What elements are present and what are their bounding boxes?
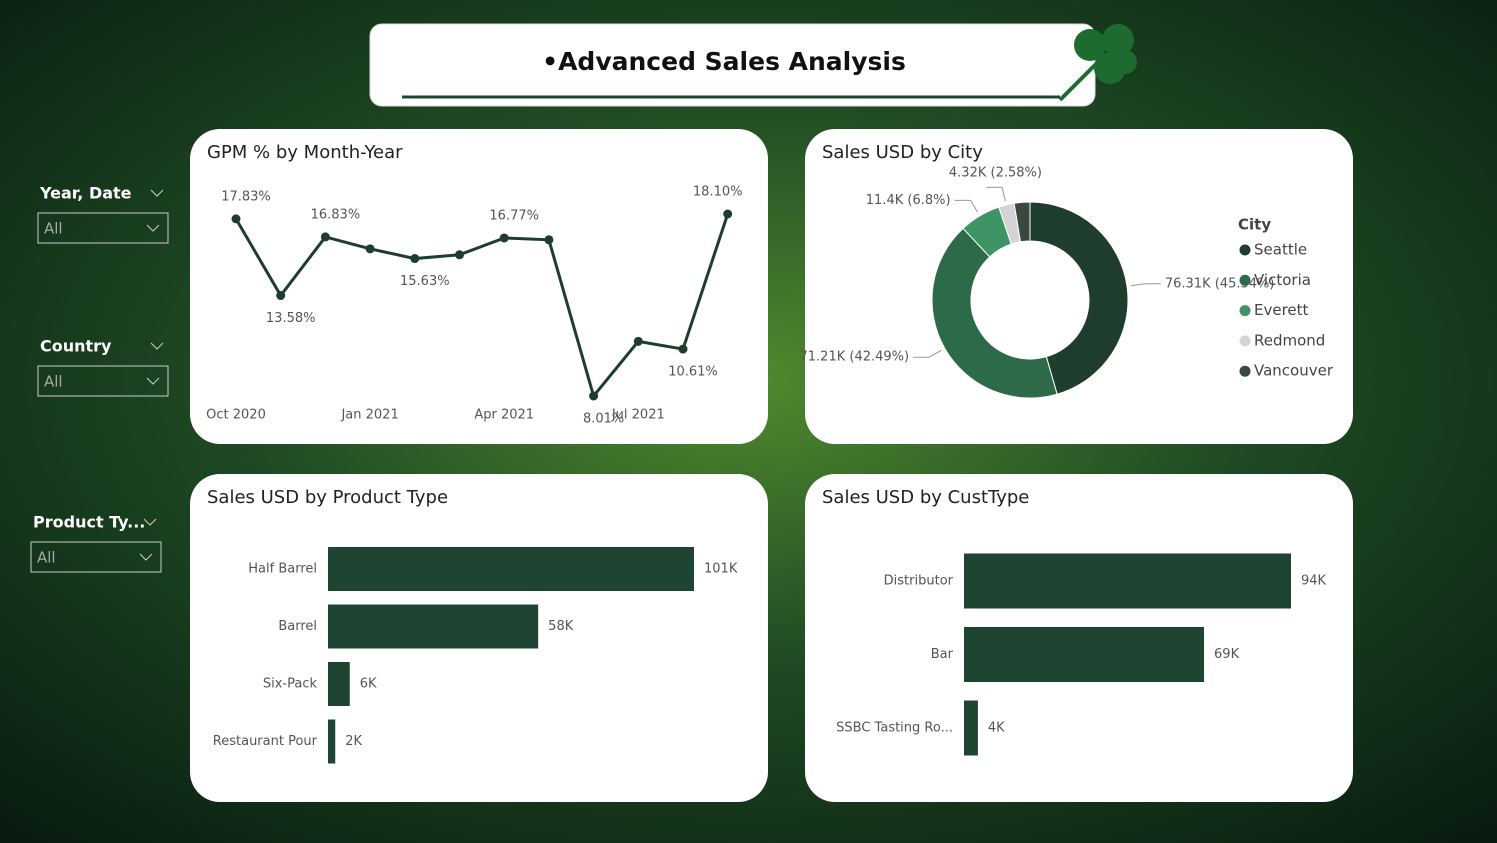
data-label: 4.32K (2.58%) (949, 166, 1042, 181)
legend-label[interactable]: Everett (1254, 301, 1309, 319)
legend-swatch (1239, 305, 1251, 317)
point (231, 214, 241, 224)
point (276, 291, 286, 301)
slicer-value: All (37, 549, 56, 567)
legend-label[interactable]: Vancouver (1254, 362, 1334, 380)
legend-label[interactable]: Seattle (1254, 241, 1307, 259)
data-label: 17.83% (221, 189, 271, 204)
leader-line (913, 349, 942, 358)
chevron (146, 377, 160, 385)
y-tick-label: Bar (931, 647, 954, 662)
leader-line (1130, 283, 1161, 287)
point (410, 254, 420, 264)
leader-line (954, 199, 979, 213)
bar (328, 719, 336, 764)
data-label: 8.01% (583, 412, 624, 427)
data-label: 15.63% (400, 274, 450, 289)
data-label: 16.83% (311, 207, 361, 222)
card (805, 129, 1353, 444)
y-tick-label: Half Barrel (248, 562, 317, 577)
donut-slice (931, 227, 1058, 399)
bar (328, 604, 539, 649)
legend-label[interactable]: Redmond (1254, 331, 1325, 349)
bar (964, 700, 978, 756)
x-tick-label: Jan 2021 (340, 408, 398, 423)
chart-title: Sales USD by Product Type (207, 487, 448, 508)
page-title: •Advanced Sales Analysis (542, 47, 906, 76)
data-label: 10.61% (668, 365, 718, 380)
legend-swatch (1239, 365, 1251, 377)
y-tick-label: Barrel (278, 619, 317, 634)
data-label: 94K (1301, 574, 1327, 589)
x-tick-label: Oct 2020 (206, 408, 266, 423)
point (678, 344, 688, 354)
legend-swatch (1239, 244, 1251, 256)
slicer-value: All (44, 220, 63, 238)
point (320, 232, 330, 242)
data-label: 4K (988, 721, 1005, 736)
donut-slice (1029, 201, 1129, 395)
data-label: 6K (360, 677, 377, 692)
y-tick-label: Restaurant Pour (213, 734, 318, 749)
slicer-dropdown[interactable] (37, 212, 169, 244)
point (633, 336, 643, 346)
data-label: 69K (1214, 647, 1240, 662)
point (544, 235, 554, 245)
data-label: 16.77% (489, 208, 539, 223)
slicer-dropdown[interactable] (30, 541, 162, 573)
clover-icon (1058, 24, 1137, 102)
bar (328, 662, 350, 706)
slicer-label: Product Ty... (33, 513, 145, 532)
slicer-value: All (44, 373, 63, 391)
chart-title: GPM % by Month-Year (207, 142, 403, 163)
slicer-label: Year, Date (39, 184, 132, 203)
y-tick-label: SSBC Tasting Ro... (836, 721, 953, 736)
chart-title: Sales USD by City (822, 142, 983, 163)
bar (964, 553, 1291, 609)
card (190, 129, 768, 444)
legend-label[interactable]: Victoria (1254, 271, 1311, 289)
bar (964, 627, 1205, 682)
point (589, 391, 599, 401)
data-label: 2K (345, 734, 362, 749)
chevron (146, 224, 160, 232)
data-label: 101K (704, 562, 738, 577)
data-label: 58K (548, 619, 574, 634)
legend-title: City (1238, 216, 1271, 234)
slicer-dropdown[interactable] (37, 365, 169, 397)
slicer-label: Country (40, 337, 112, 356)
chevron (139, 553, 153, 561)
chart-title: Sales USD by CustType (822, 487, 1029, 508)
legend-swatch (1239, 335, 1251, 347)
point (455, 250, 464, 260)
data-label: 13.58% (266, 311, 316, 326)
point (365, 244, 375, 254)
data-label: 11.4K (6.8%) (866, 193, 951, 208)
leader-line (986, 186, 1006, 202)
point (723, 209, 733, 219)
line (234, 213, 730, 400)
chevron (150, 342, 164, 350)
data-label: 18.10% (693, 185, 743, 200)
data-label: 71.21K (42.49%) (800, 350, 910, 365)
chevron (143, 518, 157, 526)
y-tick-label: Six-Pack (263, 677, 318, 692)
x-tick-label: Jul 2021 (611, 408, 665, 423)
point (499, 233, 509, 243)
y-tick-label: Distributor (884, 574, 954, 589)
x-tick-label: Apr 2021 (474, 408, 534, 423)
chevron (150, 189, 164, 197)
bar (328, 547, 694, 591)
donut-slice (1013, 201, 1031, 243)
legend-swatch (1239, 274, 1251, 286)
